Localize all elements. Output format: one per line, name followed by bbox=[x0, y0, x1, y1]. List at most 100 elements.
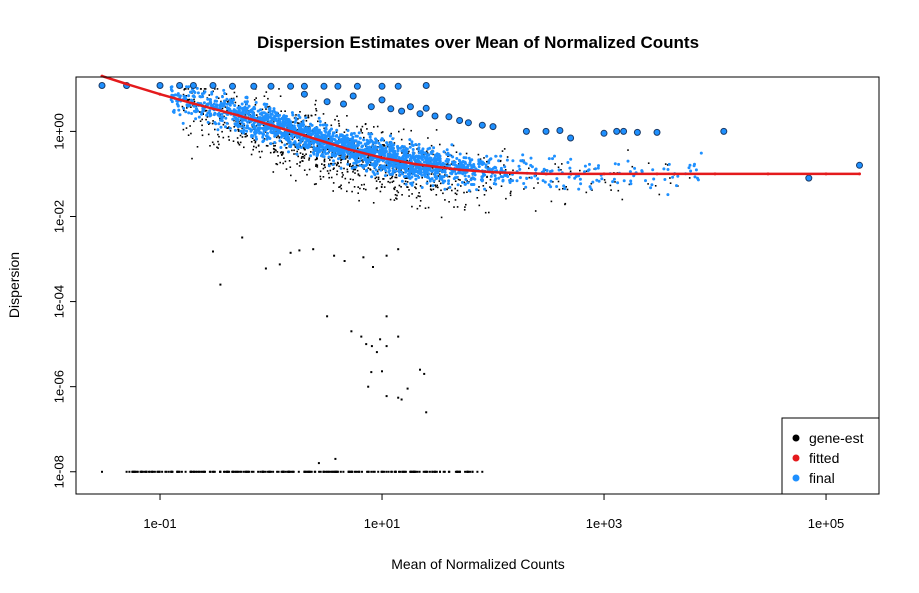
gene-est-point bbox=[257, 145, 260, 147]
gene-est-point bbox=[350, 165, 353, 168]
final-point bbox=[427, 157, 431, 161]
final-point bbox=[276, 130, 280, 133]
final-point bbox=[373, 173, 377, 177]
fitted-point bbox=[236, 113, 240, 117]
gene-est-point bbox=[265, 144, 268, 147]
final-point bbox=[346, 129, 350, 132]
final-point bbox=[248, 127, 252, 131]
final-point bbox=[377, 141, 381, 145]
final-point bbox=[332, 150, 336, 154]
gene-est-point bbox=[428, 470, 431, 473]
final-point bbox=[650, 183, 654, 187]
gene-est-point bbox=[407, 152, 409, 154]
gene-est-point bbox=[272, 470, 275, 473]
gene-est-point bbox=[269, 151, 272, 154]
final-point bbox=[357, 140, 361, 144]
gene-est-point bbox=[299, 161, 302, 163]
gene-est-point bbox=[419, 195, 421, 198]
gene-est-point bbox=[398, 470, 400, 473]
gene-est-point bbox=[377, 178, 380, 180]
final-point bbox=[626, 159, 630, 163]
gene-est-point bbox=[408, 195, 410, 197]
final-point bbox=[454, 172, 458, 176]
gene-est-point bbox=[255, 125, 258, 127]
gene-est-point bbox=[201, 124, 203, 127]
final-point bbox=[316, 142, 320, 146]
gene-est-point bbox=[315, 99, 317, 102]
final-point bbox=[328, 135, 332, 139]
final-point bbox=[307, 140, 311, 144]
final-point bbox=[342, 149, 345, 152]
final-point bbox=[240, 117, 244, 121]
gene-est-point bbox=[212, 120, 214, 122]
gene-est-point bbox=[401, 470, 404, 473]
final-point bbox=[213, 121, 217, 124]
final-point bbox=[328, 132, 331, 135]
fitted-point bbox=[824, 172, 828, 176]
gene-est-point bbox=[357, 164, 359, 167]
gene-est-point bbox=[366, 128, 368, 130]
final-point bbox=[628, 170, 632, 174]
final-point bbox=[245, 129, 249, 133]
gene-est-point bbox=[314, 114, 317, 116]
gene-est-point bbox=[426, 174, 429, 176]
final-point bbox=[613, 162, 617, 166]
fitted-point bbox=[458, 168, 462, 172]
fitted-point bbox=[602, 172, 606, 176]
final-outlier-point bbox=[229, 82, 236, 90]
gene-est-point bbox=[440, 216, 443, 219]
final-point bbox=[254, 135, 258, 139]
final-point bbox=[198, 95, 202, 98]
gene-est-point bbox=[250, 470, 253, 473]
final-point bbox=[342, 157, 346, 161]
final-point bbox=[408, 138, 412, 142]
final-point bbox=[324, 152, 328, 156]
gene-est-point bbox=[361, 470, 363, 473]
gene-est-point bbox=[330, 162, 332, 165]
gene-est-point bbox=[265, 108, 267, 110]
gene-est-point bbox=[466, 180, 468, 182]
final-outlier-point bbox=[556, 127, 564, 134]
gene-est-point bbox=[252, 148, 254, 151]
gene-est-point bbox=[383, 186, 386, 188]
final-outlier-point bbox=[633, 128, 641, 136]
gene-est-point bbox=[359, 187, 361, 190]
gene-est-point bbox=[351, 190, 353, 193]
final-point bbox=[397, 168, 401, 172]
gene-est-point bbox=[241, 236, 244, 239]
gene-est-point bbox=[666, 164, 669, 166]
final-point bbox=[325, 135, 329, 138]
final-point bbox=[365, 148, 368, 152]
gene-est-point bbox=[416, 470, 419, 473]
final-point bbox=[428, 166, 432, 170]
gene-est-point bbox=[212, 250, 214, 253]
gene-est-point bbox=[322, 167, 325, 170]
gene-est-point bbox=[237, 141, 239, 143]
gene-est-point bbox=[279, 95, 282, 97]
gene-est-point bbox=[228, 126, 230, 128]
gene-est-point bbox=[375, 187, 378, 190]
final-point bbox=[368, 140, 371, 144]
final-point bbox=[232, 98, 236, 102]
gene-est-point bbox=[415, 187, 417, 190]
final-point bbox=[443, 169, 446, 173]
gene-est-point bbox=[148, 470, 151, 473]
final-point bbox=[322, 150, 326, 154]
gene-est-point bbox=[227, 135, 230, 138]
gene-est-point bbox=[209, 145, 211, 147]
final-outlier-point bbox=[300, 82, 308, 90]
final-point bbox=[318, 128, 321, 132]
final-point bbox=[315, 132, 319, 136]
final-point bbox=[524, 162, 528, 166]
gene-est-point bbox=[212, 470, 215, 473]
final-outlier-point bbox=[600, 129, 608, 137]
final-point bbox=[485, 154, 489, 158]
gene-est-point bbox=[453, 160, 455, 162]
gene-est-point bbox=[394, 470, 397, 473]
gene-est-point bbox=[217, 147, 219, 149]
final-point bbox=[233, 104, 237, 107]
gene-est-point bbox=[333, 167, 335, 169]
final-point bbox=[417, 142, 421, 146]
final-point bbox=[264, 105, 268, 109]
final-point bbox=[452, 177, 456, 181]
